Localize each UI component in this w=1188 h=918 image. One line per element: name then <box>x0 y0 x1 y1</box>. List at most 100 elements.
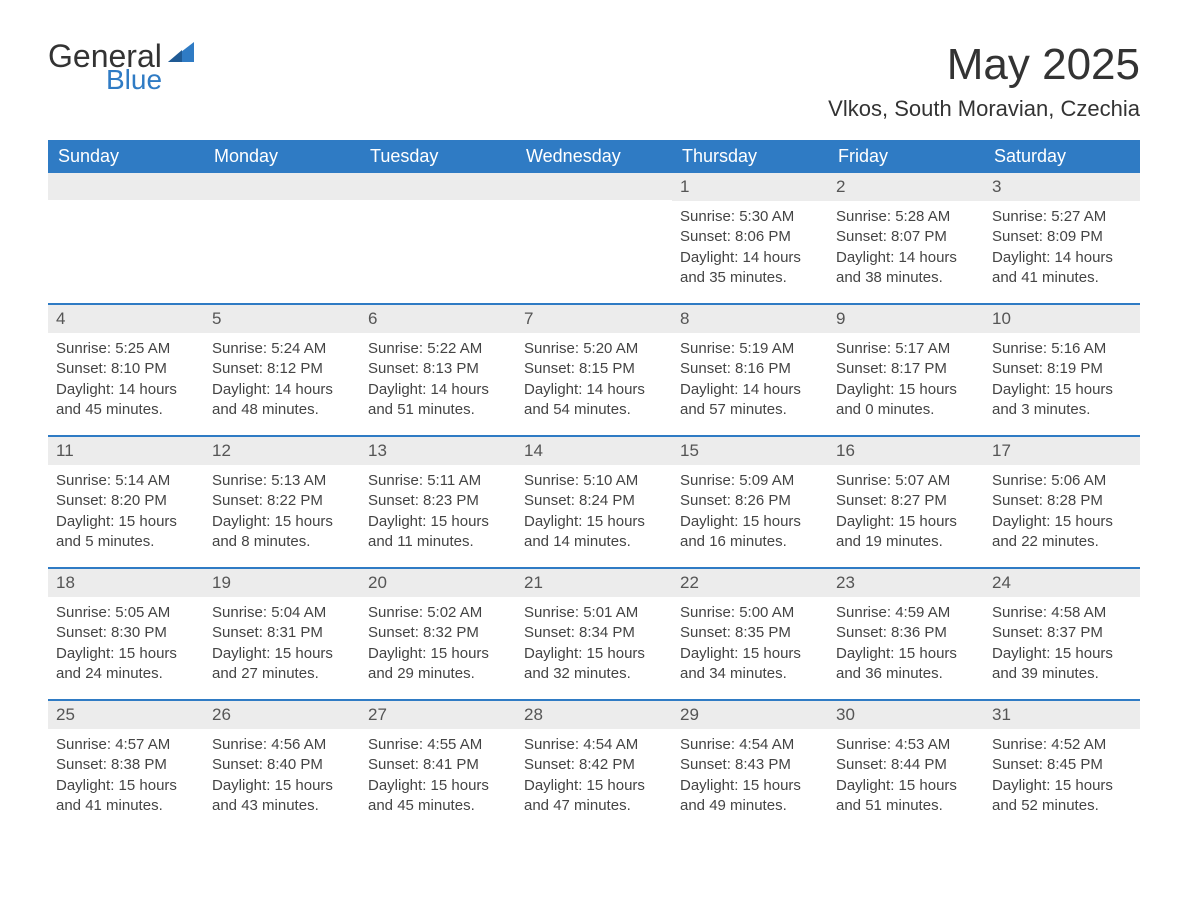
week-row: 18Sunrise: 5:05 AMSunset: 8:30 PMDayligh… <box>48 567 1140 699</box>
day-details: Sunrise: 4:52 AMSunset: 8:45 PMDaylight:… <box>984 729 1140 826</box>
day-details: Sunrise: 5:30 AMSunset: 8:06 PMDaylight:… <box>672 201 828 298</box>
week-row: 25Sunrise: 4:57 AMSunset: 8:38 PMDayligh… <box>48 699 1140 831</box>
detail-day1: Daylight: 15 hours <box>836 512 976 532</box>
detail-sunset: Sunset: 8:13 PM <box>368 359 508 379</box>
detail-sunset: Sunset: 8:26 PM <box>680 491 820 511</box>
day-number: 1 <box>672 173 828 201</box>
day-header-tuesday: Tuesday <box>360 140 516 173</box>
day-cell: 23Sunrise: 4:59 AMSunset: 8:36 PMDayligh… <box>828 569 984 699</box>
day-details: Sunrise: 4:54 AMSunset: 8:43 PMDaylight:… <box>672 729 828 826</box>
detail-day1: Daylight: 15 hours <box>212 644 352 664</box>
day-cell: 25Sunrise: 4:57 AMSunset: 8:38 PMDayligh… <box>48 701 204 831</box>
detail-sunset: Sunset: 8:20 PM <box>56 491 196 511</box>
detail-sunset: Sunset: 8:16 PM <box>680 359 820 379</box>
detail-day1: Daylight: 14 hours <box>56 380 196 400</box>
empty-cell <box>48 173 204 303</box>
day-cell: 10Sunrise: 5:16 AMSunset: 8:19 PMDayligh… <box>984 305 1140 435</box>
day-number: 11 <box>48 437 204 465</box>
detail-sunset: Sunset: 8:35 PM <box>680 623 820 643</box>
day-details: Sunrise: 5:20 AMSunset: 8:15 PMDaylight:… <box>516 333 672 430</box>
detail-day2: and 27 minutes. <box>212 664 352 684</box>
day-details: Sunrise: 4:59 AMSunset: 8:36 PMDaylight:… <box>828 597 984 694</box>
day-number: 15 <box>672 437 828 465</box>
day-cell: 2Sunrise: 5:28 AMSunset: 8:07 PMDaylight… <box>828 173 984 303</box>
day-cell: 11Sunrise: 5:14 AMSunset: 8:20 PMDayligh… <box>48 437 204 567</box>
day-cell: 27Sunrise: 4:55 AMSunset: 8:41 PMDayligh… <box>360 701 516 831</box>
day-header-friday: Friday <box>828 140 984 173</box>
detail-day1: Daylight: 15 hours <box>836 776 976 796</box>
detail-day1: Daylight: 15 hours <box>56 644 196 664</box>
detail-sunrise: Sunrise: 5:01 AM <box>524 603 664 623</box>
detail-sunset: Sunset: 8:24 PM <box>524 491 664 511</box>
detail-sunrise: Sunrise: 5:22 AM <box>368 339 508 359</box>
detail-sunset: Sunset: 8:19 PM <box>992 359 1132 379</box>
day-number: 8 <box>672 305 828 333</box>
day-cell: 4Sunrise: 5:25 AMSunset: 8:10 PMDaylight… <box>48 305 204 435</box>
calendar: Sunday Monday Tuesday Wednesday Thursday… <box>48 140 1140 831</box>
detail-day2: and 45 minutes. <box>56 400 196 420</box>
day-number <box>48 173 204 200</box>
detail-sunrise: Sunrise: 5:25 AM <box>56 339 196 359</box>
detail-sunset: Sunset: 8:12 PM <box>212 359 352 379</box>
detail-day1: Daylight: 14 hours <box>212 380 352 400</box>
week-row: 4Sunrise: 5:25 AMSunset: 8:10 PMDaylight… <box>48 303 1140 435</box>
detail-sunrise: Sunrise: 5:24 AM <box>212 339 352 359</box>
detail-day2: and 39 minutes. <box>992 664 1132 684</box>
detail-sunrise: Sunrise: 5:05 AM <box>56 603 196 623</box>
detail-sunset: Sunset: 8:30 PM <box>56 623 196 643</box>
detail-day2: and 47 minutes. <box>524 796 664 816</box>
day-number: 2 <box>828 173 984 201</box>
detail-sunrise: Sunrise: 5:11 AM <box>368 471 508 491</box>
detail-sunrise: Sunrise: 5:17 AM <box>836 339 976 359</box>
detail-sunset: Sunset: 8:09 PM <box>992 227 1132 247</box>
detail-day1: Daylight: 15 hours <box>524 644 664 664</box>
day-details: Sunrise: 5:05 AMSunset: 8:30 PMDaylight:… <box>48 597 204 694</box>
detail-sunrise: Sunrise: 5:06 AM <box>992 471 1132 491</box>
detail-sunrise: Sunrise: 5:20 AM <box>524 339 664 359</box>
day-cell: 3Sunrise: 5:27 AMSunset: 8:09 PMDaylight… <box>984 173 1140 303</box>
day-details: Sunrise: 4:55 AMSunset: 8:41 PMDaylight:… <box>360 729 516 826</box>
detail-sunrise: Sunrise: 5:13 AM <box>212 471 352 491</box>
day-details: Sunrise: 5:25 AMSunset: 8:10 PMDaylight:… <box>48 333 204 430</box>
day-cell: 17Sunrise: 5:06 AMSunset: 8:28 PMDayligh… <box>984 437 1140 567</box>
detail-day1: Daylight: 15 hours <box>680 776 820 796</box>
detail-sunset: Sunset: 8:28 PM <box>992 491 1132 511</box>
day-number: 12 <box>204 437 360 465</box>
month-title: May 2025 <box>828 40 1140 90</box>
day-cell: 9Sunrise: 5:17 AMSunset: 8:17 PMDaylight… <box>828 305 984 435</box>
day-cell: 1Sunrise: 5:30 AMSunset: 8:06 PMDaylight… <box>672 173 828 303</box>
day-cell: 26Sunrise: 4:56 AMSunset: 8:40 PMDayligh… <box>204 701 360 831</box>
day-number: 3 <box>984 173 1140 201</box>
day-details: Sunrise: 5:06 AMSunset: 8:28 PMDaylight:… <box>984 465 1140 562</box>
day-number: 31 <box>984 701 1140 729</box>
day-cell: 30Sunrise: 4:53 AMSunset: 8:44 PMDayligh… <box>828 701 984 831</box>
detail-day2: and 5 minutes. <box>56 532 196 552</box>
weeks-container: 1Sunrise: 5:30 AMSunset: 8:06 PMDaylight… <box>48 173 1140 831</box>
detail-day1: Daylight: 15 hours <box>56 776 196 796</box>
detail-sunset: Sunset: 8:22 PM <box>212 491 352 511</box>
detail-day1: Daylight: 15 hours <box>212 512 352 532</box>
detail-sunrise: Sunrise: 4:54 AM <box>680 735 820 755</box>
detail-sunset: Sunset: 8:27 PM <box>836 491 976 511</box>
day-number: 24 <box>984 569 1140 597</box>
detail-day1: Daylight: 15 hours <box>992 644 1132 664</box>
detail-sunset: Sunset: 8:17 PM <box>836 359 976 379</box>
detail-sunrise: Sunrise: 5:04 AM <box>212 603 352 623</box>
empty-cell <box>516 173 672 303</box>
day-header-wednesday: Wednesday <box>516 140 672 173</box>
week-row: 1Sunrise: 5:30 AMSunset: 8:06 PMDaylight… <box>48 173 1140 303</box>
day-details: Sunrise: 5:04 AMSunset: 8:31 PMDaylight:… <box>204 597 360 694</box>
day-number <box>360 173 516 200</box>
day-number: 26 <box>204 701 360 729</box>
day-number: 23 <box>828 569 984 597</box>
detail-sunrise: Sunrise: 4:53 AM <box>836 735 976 755</box>
detail-sunrise: Sunrise: 5:30 AM <box>680 207 820 227</box>
detail-day1: Daylight: 15 hours <box>680 644 820 664</box>
day-number: 14 <box>516 437 672 465</box>
detail-day2: and 45 minutes. <box>368 796 508 816</box>
detail-sunset: Sunset: 8:32 PM <box>368 623 508 643</box>
detail-day1: Daylight: 15 hours <box>56 512 196 532</box>
detail-sunset: Sunset: 8:41 PM <box>368 755 508 775</box>
detail-day2: and 8 minutes. <box>212 532 352 552</box>
detail-day1: Daylight: 14 hours <box>836 248 976 268</box>
